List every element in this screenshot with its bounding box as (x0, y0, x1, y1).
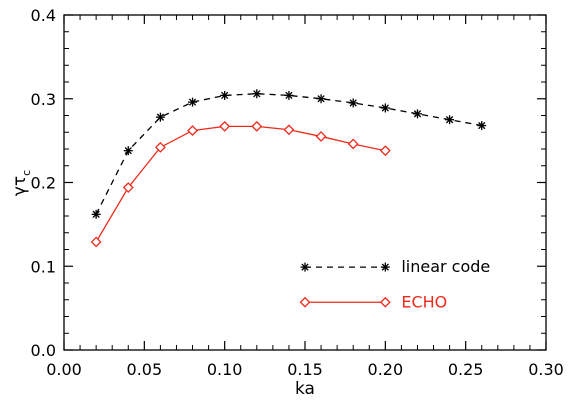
y-tick-label: 0.2 (31, 174, 56, 193)
series-layer (90, 89, 487, 248)
series-1 (90, 120, 391, 248)
series-line (95, 93, 482, 215)
y-tick-label: 0.4 (31, 6, 56, 25)
data-point (90, 236, 102, 248)
x-tick-label: 0.05 (127, 360, 163, 379)
data-point (251, 120, 263, 132)
y-tick-labels: 0.0 0.1 0.2 0.3 0.4 (31, 6, 56, 360)
legend: linear code ECHO (299, 257, 490, 311)
legend-marker (299, 296, 311, 308)
y-axis-label-main: γτ (10, 176, 30, 196)
legend-marker (300, 262, 310, 272)
data-point (91, 209, 101, 219)
x-tick-label: 0.25 (448, 360, 484, 379)
legend-label: linear code (401, 257, 490, 276)
data-point (315, 131, 327, 142)
x-axis-label: ka (295, 379, 315, 399)
data-point (412, 109, 422, 119)
x-tick-labels: 0.00 0.05 0.10 0.15 0.20 0.25 0.30 (46, 360, 564, 379)
data-point (347, 138, 359, 150)
series-line (95, 125, 386, 243)
svg-text:γτc: γτc (10, 170, 33, 196)
x-tick-label: 0.10 (207, 360, 243, 379)
legend-entry: linear code (300, 257, 490, 276)
axis-ticks (63, 14, 547, 351)
legend-marker (379, 296, 391, 308)
y-axis-label: γτc (10, 170, 33, 196)
data-point (188, 97, 198, 107)
x-tick-label: 0.00 (46, 360, 82, 379)
legend-marker (380, 262, 390, 272)
x-tick-label: 0.20 (368, 360, 404, 379)
y-tick-label: 0.0 (31, 341, 56, 360)
legend-entry: ECHO (299, 292, 447, 311)
data-point (219, 120, 231, 132)
data-point (380, 103, 390, 113)
data-point (154, 141, 166, 153)
data-point (122, 182, 134, 193)
data-point (220, 90, 230, 100)
y-tick-label: 0.3 (31, 90, 56, 109)
series-0 (91, 89, 487, 219)
data-point (477, 121, 487, 131)
data-point (316, 94, 326, 104)
data-point (123, 146, 133, 156)
data-point (155, 112, 165, 122)
legend-label: ECHO (401, 292, 447, 311)
data-point (252, 89, 262, 99)
data-point (283, 124, 295, 136)
data-point (187, 125, 198, 136)
data-point (284, 90, 294, 100)
x-tick-label: 0.15 (287, 360, 323, 379)
x-tick-label: 0.30 (528, 360, 564, 379)
data-point (379, 145, 391, 157)
y-tick-label: 0.1 (31, 257, 56, 276)
data-point (348, 98, 358, 108)
data-point (445, 115, 455, 125)
y-axis-label-subscript: c (20, 170, 33, 176)
